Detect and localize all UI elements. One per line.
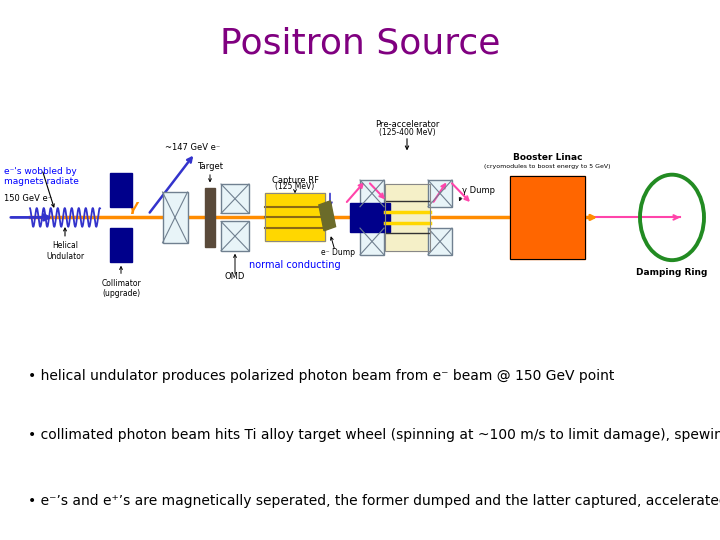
Text: e⁻'s wobbled by
magnets radiate: e⁻'s wobbled by magnets radiate xyxy=(4,167,79,186)
Bar xyxy=(385,184,430,251)
Bar xyxy=(428,228,452,255)
Text: Target: Target xyxy=(197,161,223,171)
Text: (125-400 MeV): (125-400 MeV) xyxy=(379,127,436,137)
Text: γ Dump: γ Dump xyxy=(462,186,495,195)
Text: e⁻ Dump: e⁻ Dump xyxy=(321,248,355,257)
Text: OMD: OMD xyxy=(225,272,246,281)
Bar xyxy=(385,184,430,251)
Text: Helical
Undulator: Helical Undulator xyxy=(46,241,84,261)
Text: Positron Source: Positron Source xyxy=(220,27,500,60)
Bar xyxy=(319,201,336,231)
Text: • helical undulator produces polarized photon beam from e⁻ beam @ 150 GeV point: • helical undulator produces polarized p… xyxy=(28,369,615,383)
Bar xyxy=(205,188,215,247)
Bar xyxy=(510,176,585,259)
Text: Damping Ring: Damping Ring xyxy=(636,268,708,277)
Text: (cryomodules to boost energy to 5 GeV): (cryomodules to boost energy to 5 GeV) xyxy=(485,164,611,169)
Text: ~147 GeV e⁻: ~147 GeV e⁻ xyxy=(165,144,220,152)
Bar xyxy=(360,228,384,255)
Bar xyxy=(428,180,452,207)
Bar xyxy=(360,180,384,207)
Text: 150 GeV e⁻: 150 GeV e⁻ xyxy=(4,194,52,203)
Text: • e⁻’s and e⁺’s are magnetically seperated, the former dumped and the latter cap: • e⁻’s and e⁺’s are magnetically seperat… xyxy=(28,494,720,508)
Bar xyxy=(221,184,249,213)
Text: • collimated photon beam hits Ti alloy target wheel (spinning at ~100 m/s to lim: • collimated photon beam hits Ti alloy t… xyxy=(28,428,720,442)
Text: Collimator
(upgrade): Collimator (upgrade) xyxy=(101,279,141,298)
Bar xyxy=(265,193,325,241)
Bar xyxy=(110,228,132,261)
Bar xyxy=(510,176,585,259)
Bar xyxy=(110,173,132,207)
Text: γ: γ xyxy=(128,199,138,214)
Bar xyxy=(350,202,390,232)
Text: Pre-accelerator: Pre-accelerator xyxy=(375,119,439,129)
Text: Booster Linac: Booster Linac xyxy=(513,153,582,162)
Bar xyxy=(163,192,187,243)
Bar xyxy=(221,221,249,251)
Bar xyxy=(265,193,325,241)
Text: Capture RF: Capture RF xyxy=(271,176,318,185)
Text: (125 MeV): (125 MeV) xyxy=(275,183,315,191)
Text: normal conducting: normal conducting xyxy=(249,260,341,270)
